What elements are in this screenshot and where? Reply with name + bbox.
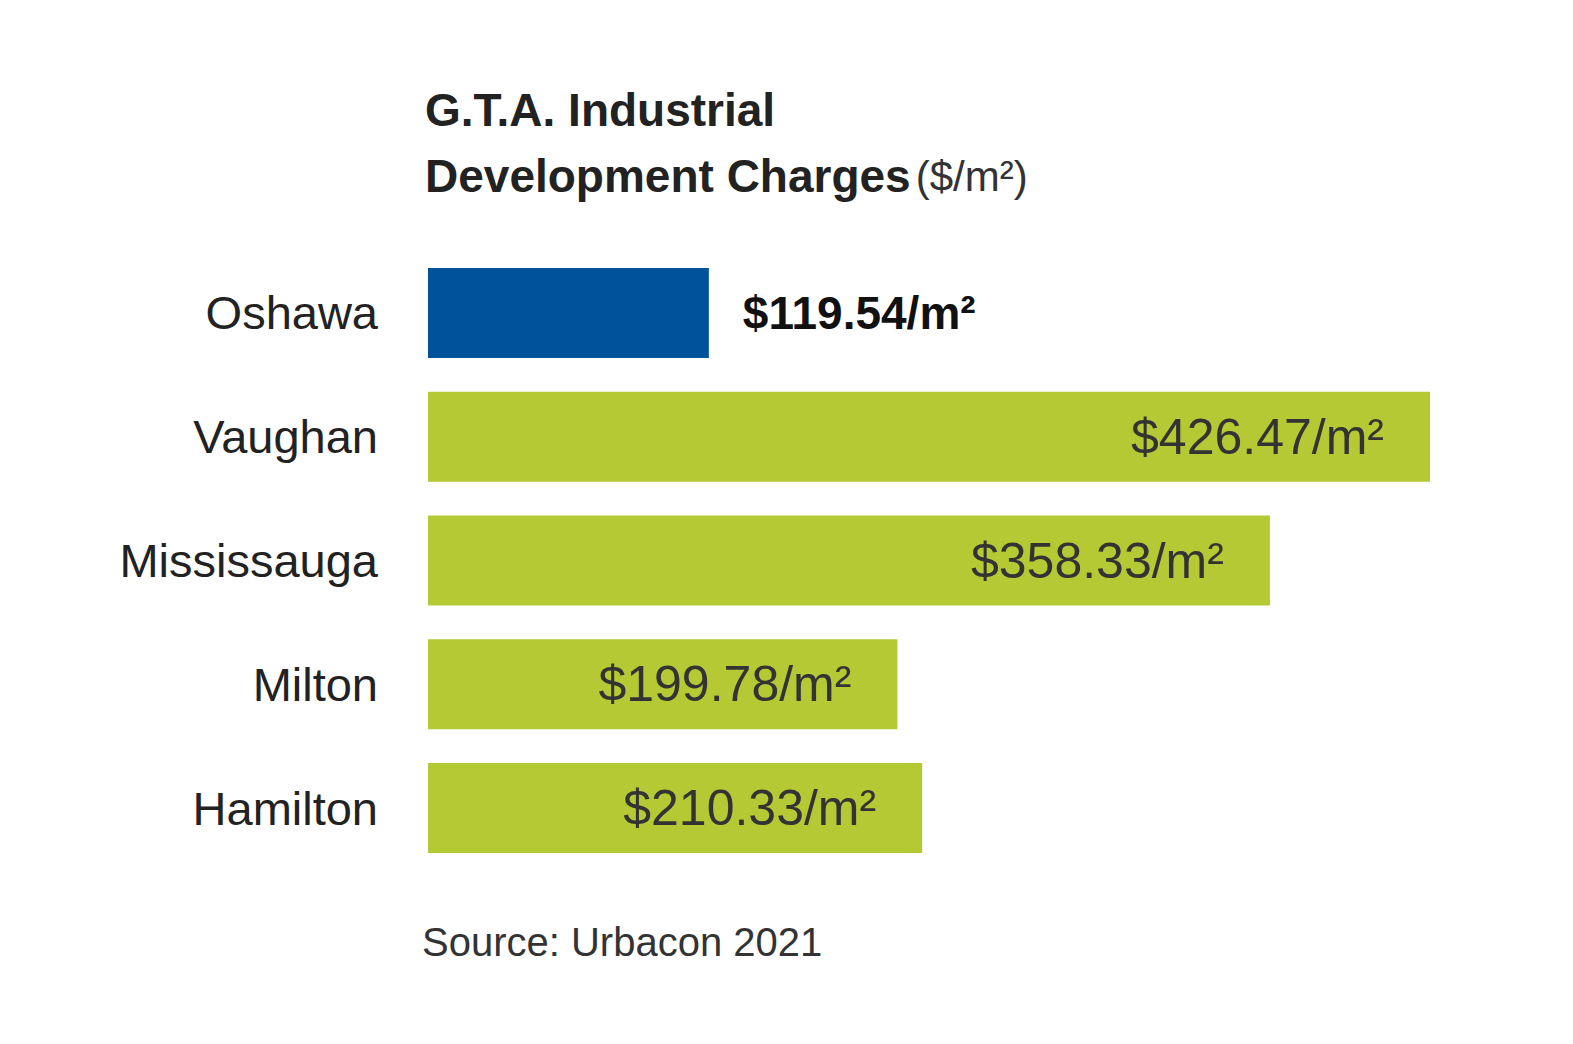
svg-text:$426.47/m²: $426.47/m² <box>1131 409 1384 465</box>
svg-text:$199.78/m²: $199.78/m² <box>598 656 851 712</box>
svg-text:$358.33/m²: $358.33/m² <box>971 533 1224 589</box>
svg-text:Source: Urbacon 2021: Source: Urbacon 2021 <box>422 920 822 964</box>
svg-text:($/m²): ($/m²) <box>916 153 1028 200</box>
svg-text:G.T.A. Industrial: G.T.A. Industrial <box>425 84 775 136</box>
svg-text:$210.33/m²: $210.33/m² <box>623 780 876 836</box>
svg-text:$119.54/m²: $119.54/m² <box>743 287 976 339</box>
svg-text:Mississauga: Mississauga <box>119 534 378 587</box>
svg-text:Vaughan: Vaughan <box>193 410 378 463</box>
svg-text:Hamilton: Hamilton <box>193 782 378 835</box>
svg-text:Oshawa: Oshawa <box>206 286 379 339</box>
svg-text:Development Charges: Development Charges <box>425 150 911 202</box>
svg-text:Milton: Milton <box>253 658 378 711</box>
